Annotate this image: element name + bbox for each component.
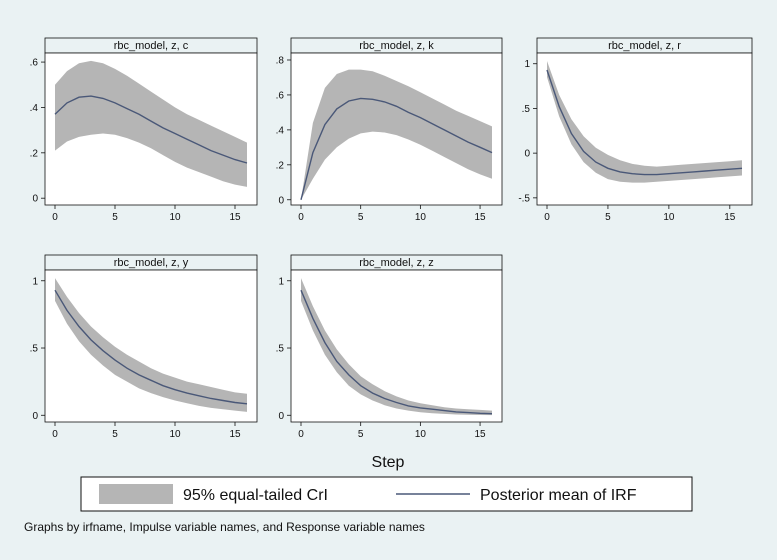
y-tick-label: .5 — [522, 104, 531, 115]
x-tick-label: 0 — [298, 212, 304, 223]
panel-title: rbc_model, z, r — [608, 40, 681, 52]
y-tick-label: 1 — [524, 59, 530, 70]
y-tick-label: .5 — [276, 344, 285, 355]
panel-title: rbc_model, z, z — [359, 257, 434, 269]
y-tick-label: 0 — [32, 194, 38, 205]
x-tick-label: 10 — [169, 429, 181, 440]
x-tick-label: 5 — [112, 429, 118, 440]
posterior-mean-line — [54, 95, 248, 164]
y-tick-label: 0 — [524, 149, 530, 160]
panel-title: rbc_model, z, c — [114, 40, 189, 52]
legend-label-band: 95% equal-tailed CrI — [183, 487, 328, 504]
y-tick-label: .6 — [30, 58, 39, 69]
y-tick-label: 0 — [278, 411, 284, 422]
credible-band — [301, 278, 492, 416]
panel-title: rbc_model, z, k — [359, 40, 434, 52]
x-tick-label: 15 — [475, 212, 487, 223]
x-tick-label: 0 — [544, 212, 550, 223]
legend: 95% equal-tailed CrI Posterior mean of I… — [80, 476, 693, 512]
irf-panel: rbc_model, z, z0.510 5 10 15 — [276, 254, 503, 440]
x-tick-label: 5 — [358, 212, 364, 223]
x-tick-label: 10 — [663, 212, 675, 223]
credible-band — [301, 69, 492, 200]
credible-band — [55, 278, 247, 412]
y-tick-label: 1 — [278, 276, 284, 287]
y-tick-label: .8 — [276, 55, 285, 66]
posterior-mean-line — [546, 69, 743, 176]
irf-panel: rbc_model, z, y0.510 5 10 15 — [30, 254, 258, 440]
panel-title: rbc_model, z, y — [114, 257, 189, 269]
x-tick-label: 0 — [52, 429, 58, 440]
x-tick-label: 15 — [724, 212, 736, 223]
y-tick-label: .4 — [276, 125, 285, 136]
credible-band — [547, 61, 742, 183]
x-tick-label: 5 — [358, 429, 364, 440]
irf-panel: rbc_model, z, c 0 .2 .4 .6 0 5 10 15 — [30, 37, 258, 223]
y-tick-label: .2 — [30, 148, 39, 159]
y-tick-label: 0 — [32, 411, 38, 422]
x-tick-label: 15 — [229, 212, 241, 223]
legend-swatch-band — [99, 484, 173, 504]
x-axis-title: Step — [372, 454, 405, 471]
legend-label-line: Posterior mean of IRF — [480, 487, 637, 504]
irf-panel: rbc_model, z, r-.50.510 5 10 15 — [518, 37, 753, 223]
y-tick-label: -.5 — [518, 193, 530, 204]
y-tick-label: .4 — [30, 103, 39, 114]
y-tick-label: .6 — [276, 90, 285, 101]
posterior-mean-line — [300, 97, 493, 200]
y-tick-label: .5 — [30, 344, 39, 355]
legend-box — [80, 476, 693, 512]
posterior-mean-line — [54, 289, 248, 405]
x-tick-label: 5 — [605, 212, 611, 223]
irf-panel: rbc_model, z, k 0 .2 .4 .6 .8 0 5 10 15 — [276, 37, 503, 223]
x-tick-label: 0 — [52, 212, 58, 223]
x-tick-label: 5 — [112, 212, 118, 223]
x-tick-label: 0 — [298, 429, 304, 440]
x-tick-label: 10 — [415, 429, 427, 440]
x-tick-label: 15 — [229, 429, 241, 440]
y-tick-label: 1 — [32, 276, 38, 287]
y-tick-label: .2 — [276, 160, 285, 171]
x-tick-label: 10 — [415, 212, 427, 223]
posterior-mean-line — [300, 289, 493, 415]
graph-note: Graphs by irfname, Impulse variable name… — [24, 520, 425, 534]
x-tick-label: 15 — [475, 429, 487, 440]
x-tick-label: 10 — [169, 212, 181, 223]
y-tick-label: 0 — [278, 195, 284, 206]
credible-band — [55, 60, 247, 187]
